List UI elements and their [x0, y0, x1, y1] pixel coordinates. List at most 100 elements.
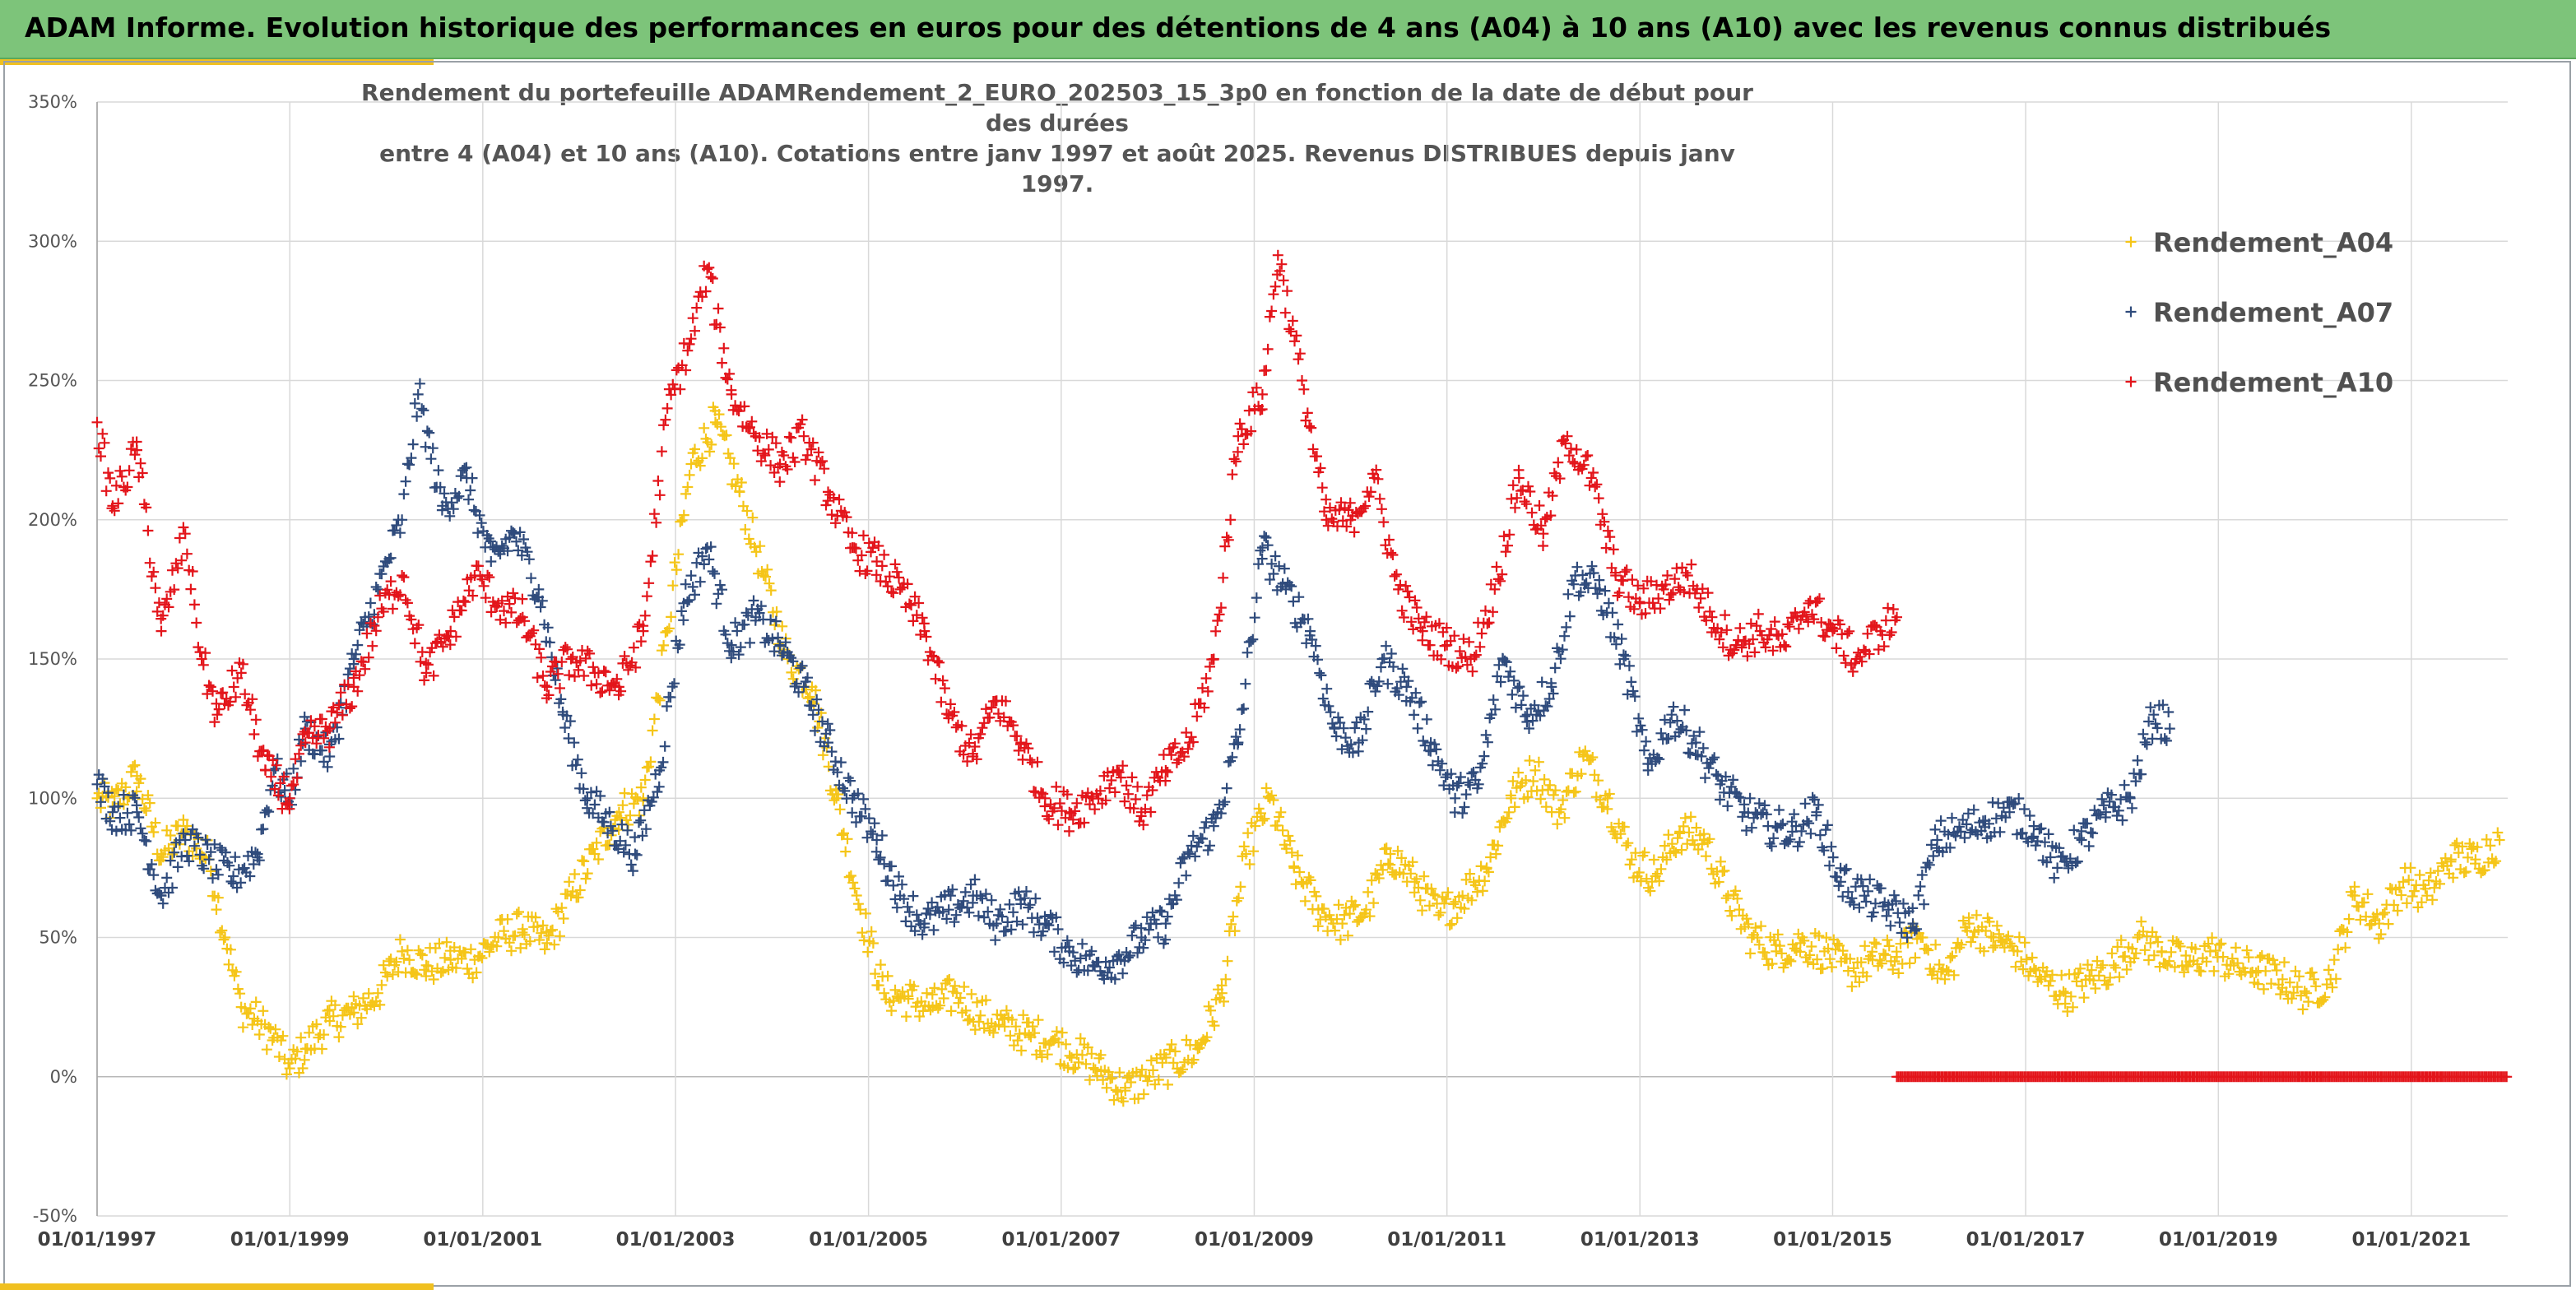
data-point [1634, 597, 1645, 609]
data-point-interp [1429, 889, 1441, 901]
data-point-interp [774, 476, 786, 488]
data-point-interp [931, 902, 943, 913]
data-point-interp [902, 901, 913, 912]
data-point-interp [178, 814, 189, 825]
data-point [1891, 611, 1902, 623]
data-point-interp [1337, 515, 1348, 527]
data-point [710, 416, 721, 428]
data-point-interp [103, 787, 114, 799]
data-point-interp [1672, 715, 1683, 726]
data-point [541, 681, 553, 693]
data-point-interp [870, 968, 881, 980]
data-point-interp [1173, 877, 1185, 889]
data-point [823, 737, 833, 749]
data-point-interp [949, 916, 960, 928]
data-point-interp [419, 675, 430, 686]
data-point [1473, 778, 1484, 790]
data-point-interp [1721, 624, 1733, 636]
data-point [2374, 918, 2385, 930]
data-point-interp [2217, 951, 2229, 963]
data-point-interp [682, 596, 693, 607]
data-point [2445, 854, 2457, 865]
data-point-interp [234, 988, 246, 1000]
data-point-interp [713, 409, 725, 420]
data-point-interp [2130, 948, 2142, 959]
data-point-interp [770, 615, 782, 627]
data-point-interp [444, 639, 456, 651]
data-point-interp [482, 569, 494, 581]
data-point-interp [1314, 667, 1325, 679]
data-point-interp [758, 448, 769, 459]
data-point-interp [304, 1027, 315, 1038]
data-point-interp [1434, 764, 1446, 776]
data-point-interp [1505, 666, 1516, 677]
data-point-interp [674, 639, 685, 651]
data-point-interp [1269, 281, 1281, 292]
data-point-interp [1577, 569, 1589, 581]
data-point-interp [1147, 907, 1158, 918]
data-point-interp [1608, 544, 1619, 555]
data-point-interp [1347, 747, 1358, 759]
data-point-interp [556, 903, 568, 913]
data-point-interp [958, 895, 969, 907]
data-point-interp [587, 808, 599, 819]
data-point-interp [1173, 754, 1185, 766]
data-point-interp [1242, 647, 1253, 658]
data-point-interp [1226, 918, 1237, 930]
data-point-interp [1299, 895, 1311, 907]
data-point-interp [745, 637, 755, 648]
data-point-interp [2068, 1001, 2078, 1013]
data-point-interp [1736, 642, 1748, 653]
data-point-interp [768, 646, 780, 657]
data-point-interp [1492, 840, 1504, 851]
data-point-interp [2286, 993, 2297, 1005]
data-point [1337, 918, 1348, 930]
data-point-interp [1019, 893, 1030, 904]
data-point-interp [1768, 833, 1780, 844]
data-point-interp [232, 983, 244, 995]
data-point-interp [739, 401, 750, 412]
data-point [372, 583, 383, 595]
data-point [220, 932, 231, 943]
data-point-interp [786, 666, 797, 678]
data-point-interp [911, 909, 922, 921]
data-point-interp [537, 671, 549, 681]
data-point-interp [750, 546, 762, 558]
data-point-interp [1435, 907, 1446, 918]
data-point-interp [733, 649, 745, 661]
data-point-interp [1930, 939, 1942, 950]
data-point-interp [133, 812, 145, 823]
data-point-interp [2105, 972, 2116, 983]
data-point-interp [763, 443, 774, 455]
data-point-interp [1364, 911, 1376, 922]
data-point-interp [543, 689, 555, 701]
data-point-interp [1636, 724, 1648, 735]
x-tick-label: 01/01/2009 [1195, 1229, 1314, 1251]
data-point-interp [1418, 735, 1429, 746]
data-point-interp [2091, 955, 2103, 967]
data-point-interp [123, 465, 135, 476]
data-point-interp [135, 823, 146, 834]
data-point-interp [2010, 961, 2021, 972]
data-point-interp [922, 903, 934, 914]
data-point-interp [185, 583, 197, 595]
data-point-interp [1659, 714, 1670, 726]
data-point-interp [506, 606, 517, 618]
data-point-interp [1305, 875, 1316, 886]
data-point-interp [1210, 625, 1222, 637]
data-point-interp [1547, 490, 1558, 502]
data-point-interp [1437, 758, 1448, 769]
data-point-interp [1102, 767, 1113, 778]
data-point-interp [1037, 788, 1049, 800]
data-point [1208, 653, 1219, 665]
data-point-interp [643, 578, 655, 589]
data-point-interp [1482, 736, 1493, 748]
data-point-interp [703, 554, 715, 565]
data-point-interp [1528, 776, 1539, 787]
data-point-interp [2115, 794, 2127, 805]
data-point-interp [142, 525, 154, 536]
data-point [1120, 1085, 1131, 1097]
data-point-interp [2481, 833, 2492, 845]
data-point-interp [1008, 907, 1019, 918]
data-point-interp [460, 947, 471, 958]
